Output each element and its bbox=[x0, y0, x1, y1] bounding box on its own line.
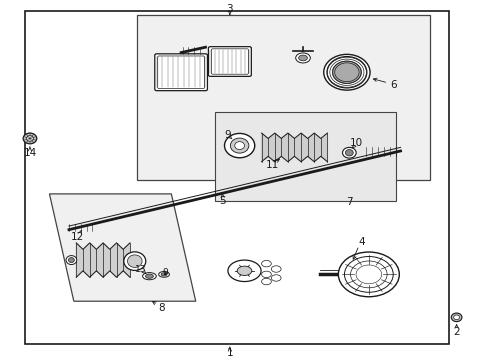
Ellipse shape bbox=[261, 278, 271, 285]
Ellipse shape bbox=[298, 55, 307, 61]
Text: 9: 9 bbox=[224, 130, 231, 140]
Polygon shape bbox=[261, 133, 327, 162]
Text: 9: 9 bbox=[163, 268, 168, 277]
Text: 8: 8 bbox=[158, 303, 164, 313]
Ellipse shape bbox=[161, 273, 166, 276]
FancyBboxPatch shape bbox=[155, 54, 207, 91]
Ellipse shape bbox=[295, 53, 310, 63]
Ellipse shape bbox=[237, 266, 251, 275]
Bar bbox=[137, 15, 429, 180]
Text: 4: 4 bbox=[358, 237, 364, 247]
Ellipse shape bbox=[261, 271, 271, 278]
Ellipse shape bbox=[68, 257, 74, 262]
Bar bbox=[25, 12, 448, 344]
Polygon shape bbox=[49, 194, 195, 301]
Text: 10: 10 bbox=[349, 139, 363, 148]
Ellipse shape bbox=[127, 255, 142, 267]
Ellipse shape bbox=[145, 274, 153, 278]
Ellipse shape bbox=[261, 260, 271, 267]
Ellipse shape bbox=[123, 252, 145, 270]
Ellipse shape bbox=[66, 256, 77, 265]
Ellipse shape bbox=[271, 275, 281, 281]
Ellipse shape bbox=[271, 266, 281, 272]
Ellipse shape bbox=[230, 138, 248, 153]
Ellipse shape bbox=[26, 136, 33, 141]
Ellipse shape bbox=[158, 271, 169, 277]
Text: 1: 1 bbox=[226, 348, 233, 358]
Ellipse shape bbox=[142, 273, 156, 280]
Ellipse shape bbox=[332, 61, 360, 83]
Ellipse shape bbox=[234, 141, 244, 149]
Ellipse shape bbox=[450, 313, 461, 321]
Ellipse shape bbox=[338, 252, 399, 297]
Text: 2: 2 bbox=[452, 327, 459, 337]
Text: 12: 12 bbox=[71, 232, 84, 242]
Text: 7: 7 bbox=[346, 197, 352, 207]
Ellipse shape bbox=[342, 147, 355, 158]
Text: 3: 3 bbox=[226, 4, 233, 14]
Ellipse shape bbox=[453, 315, 459, 320]
Ellipse shape bbox=[227, 260, 261, 282]
Ellipse shape bbox=[345, 149, 352, 156]
Text: 14: 14 bbox=[23, 148, 37, 158]
Polygon shape bbox=[76, 243, 130, 277]
Text: 13: 13 bbox=[135, 265, 146, 274]
Text: 11: 11 bbox=[265, 159, 279, 170]
Ellipse shape bbox=[323, 54, 369, 90]
Text: 5: 5 bbox=[219, 196, 225, 206]
Bar bbox=[215, 112, 395, 201]
Ellipse shape bbox=[224, 134, 254, 158]
FancyBboxPatch shape bbox=[208, 47, 251, 76]
Text: 6: 6 bbox=[389, 81, 396, 90]
Ellipse shape bbox=[23, 133, 37, 144]
